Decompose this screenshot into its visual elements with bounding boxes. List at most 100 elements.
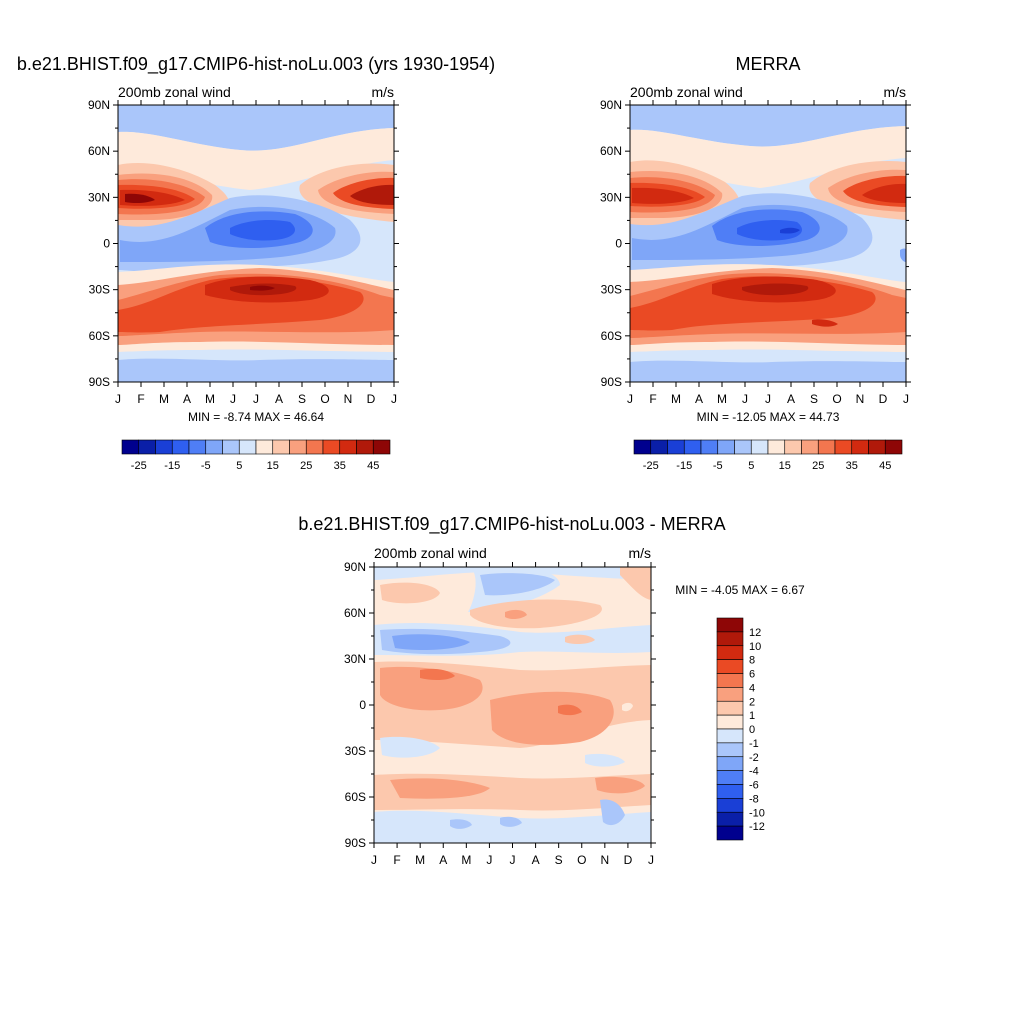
x-tick-label: O: [832, 392, 841, 406]
y-tick-label: 30S: [89, 283, 110, 297]
y-tick-label: 90S: [89, 375, 110, 389]
panel-merra: MERRA 200mb zonal wind m/s: [600, 54, 911, 472]
colorbar-swatch: [716, 770, 744, 785]
y-tick-label: 90N: [600, 98, 622, 112]
x-tick-label: J: [230, 392, 236, 406]
x-tick-label: S: [810, 392, 818, 406]
colorbar-label: -1: [749, 738, 759, 750]
colorbar-swatch: [667, 439, 685, 455]
y-tick-label: 60N: [88, 144, 110, 158]
colorbar-label: -2: [749, 752, 759, 764]
y-tick-label: 60S: [601, 329, 622, 343]
x-tick-label: F: [137, 392, 144, 406]
panel-diff-title: b.e21.BHIST.f09_g17.CMIP6-hist-noLu.003 …: [298, 514, 725, 535]
colorbar-swatch: [633, 439, 652, 455]
colorbar-label: 5: [748, 460, 754, 472]
colorbar-swatch: [205, 439, 223, 455]
x-tick-label: M: [717, 392, 727, 406]
x-tick-label: J: [903, 392, 909, 406]
colorbar-swatch: [683, 439, 702, 455]
colorbar-swatch: [272, 439, 290, 455]
colorbar-swatch: [138, 439, 156, 455]
colorbar-swatch: [356, 439, 374, 455]
colorbar-swatch: [322, 439, 341, 455]
x-tick-label: J: [486, 853, 492, 867]
y-tick-label: 30N: [600, 190, 622, 204]
colorbar-swatch: [716, 728, 744, 744]
x-tick-label: N: [344, 392, 353, 406]
colorbar-label: 0: [749, 724, 755, 736]
panel-model-colorbar: -25 -15 -5 5 15 25 35 45: [121, 439, 391, 472]
x-tick-label: O: [577, 853, 586, 867]
colorbar-label: -25: [643, 460, 659, 472]
x-tick-label: S: [555, 853, 563, 867]
colorbar-label: 8: [749, 655, 755, 667]
colorbar-swatch: [716, 631, 744, 647]
y-tick-label: 90N: [344, 560, 366, 574]
y-tick-label: 60N: [600, 144, 622, 158]
y-tick-label: 60S: [345, 790, 366, 804]
x-tick-label: O: [320, 392, 329, 406]
colorbar-label: -5: [713, 460, 723, 472]
colorbar-swatch: [716, 756, 744, 771]
y-tick-label: 30S: [345, 744, 366, 758]
panel-merra-left-label: 200mb zonal wind: [630, 84, 743, 100]
x-tick-label: A: [183, 392, 191, 406]
y-tick-label: 30S: [601, 283, 622, 297]
y-tick-label: 0: [103, 237, 110, 251]
colorbar-swatch: [289, 439, 307, 455]
x-tick-label: J: [115, 392, 121, 406]
x-tick-label: A: [439, 853, 447, 867]
colorbar-swatch: [716, 645, 744, 660]
x-tick-label: A: [532, 853, 540, 867]
y-tick-label: 90N: [88, 98, 110, 112]
panel-model-left-label: 200mb zonal wind: [118, 84, 231, 100]
colorbar-swatch: [222, 439, 240, 455]
colorbar-label: 45: [367, 460, 379, 472]
colorbar-swatch: [784, 439, 802, 455]
panel-diff: b.e21.BHIST.f09_g17.CMIP6-hist-noLu.003 …: [298, 514, 805, 867]
colorbar-swatch: [171, 439, 190, 455]
colorbar-swatch: [188, 439, 207, 455]
panel-merra-title: MERRA: [735, 54, 800, 74]
x-tick-label: J: [391, 392, 397, 406]
colorbar-swatch: [851, 439, 869, 455]
y-tick-label: 90S: [345, 836, 366, 850]
colorbar-label: -12: [749, 821, 765, 833]
x-tick-label: M: [205, 392, 215, 406]
x-tick-label: A: [695, 392, 703, 406]
colorbar-swatch: [716, 742, 744, 758]
colorbar-label: -4: [749, 766, 759, 778]
colorbar-label: 25: [300, 460, 312, 472]
colorbar-label: 10: [749, 641, 761, 653]
y-tick-label: 30N: [88, 190, 110, 204]
panel-merra-stats: MIN = -12.05 MAX = 44.73: [697, 410, 840, 424]
x-tick-label: D: [879, 392, 888, 406]
colorbar-swatch: [716, 617, 744, 633]
panel-diff-contours: [374, 567, 651, 843]
x-tick-label: J: [253, 392, 259, 406]
x-tick-label: S: [298, 392, 306, 406]
panel-merra-units: m/s: [883, 84, 906, 100]
colorbar-swatch: [339, 439, 357, 455]
x-tick-label: J: [371, 853, 377, 867]
colorbar-label: 35: [334, 460, 346, 472]
colorbar-label: -15: [676, 460, 692, 472]
colorbar-label: 35: [846, 460, 858, 472]
colorbar-label: 45: [879, 460, 891, 472]
y-tick-label: 60S: [89, 329, 110, 343]
colorbar-label: 25: [812, 460, 824, 472]
x-tick-label: N: [856, 392, 865, 406]
x-tick-label: M: [159, 392, 169, 406]
colorbar-label: -10: [749, 807, 765, 819]
colorbar-swatch: [716, 714, 744, 730]
x-tick-label: J: [627, 392, 633, 406]
colorbar-label: 5: [236, 460, 242, 472]
colorbar-swatch: [716, 659, 744, 674]
colorbar-swatch: [717, 439, 735, 455]
colorbar-label: 1: [749, 710, 755, 722]
x-tick-label: J: [648, 853, 654, 867]
colorbar-swatch: [650, 439, 668, 455]
